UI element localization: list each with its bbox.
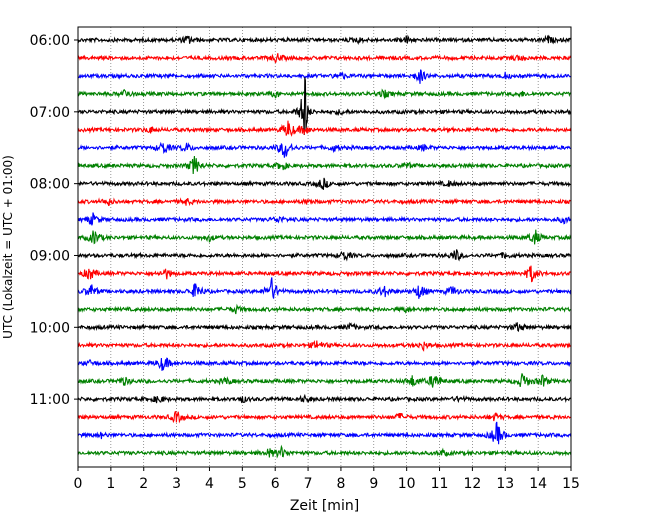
x-tick-label: 6	[271, 476, 280, 492]
x-tick-label: 8	[336, 476, 345, 492]
x-tick-label: 7	[304, 476, 313, 492]
trace-0630	[77, 69, 571, 84]
trace-1045	[77, 373, 572, 388]
trace-0615	[77, 53, 572, 64]
y-tick-label: 10:00	[30, 320, 70, 336]
trace-1030	[77, 357, 571, 371]
x-tick-label: 2	[139, 476, 148, 492]
y-tick-label: 09:00	[30, 248, 70, 264]
trace-1145	[77, 444, 572, 459]
x-axis-label: Zeit [min]	[290, 498, 359, 514]
trace-0945	[77, 303, 571, 315]
trace-layer	[77, 34, 572, 459]
trace-0730	[77, 141, 571, 158]
trace-0745	[77, 155, 571, 175]
trace-0600	[77, 34, 572, 45]
y-axis-ticks: 06:00 07:00 08:00 09:00 10:00 11:00	[30, 33, 78, 408]
x-tick-label: 1	[106, 476, 115, 492]
x-tick-label: 4	[205, 476, 214, 492]
y-axis-label: UTC (Lokalzeit = UTC + 01:00)	[1, 155, 15, 339]
trace-0800	[77, 177, 571, 190]
trace-0645	[77, 88, 572, 100]
trace-1000	[77, 322, 572, 333]
x-tick-label: 10	[398, 476, 416, 492]
trace-0815	[77, 197, 571, 207]
trace-0700	[77, 77, 572, 136]
trace-0930	[77, 277, 572, 299]
trace-0845	[77, 229, 572, 245]
y-tick-label: 08:00	[30, 177, 70, 193]
trace-1100	[77, 393, 572, 404]
x-tick-label: 13	[496, 476, 514, 492]
trace-0715	[77, 120, 572, 137]
plot-frame	[77, 26, 572, 468]
trace-0900	[77, 249, 572, 262]
x-tick-label: 14	[529, 476, 547, 492]
trace-0915	[77, 265, 571, 283]
trace-1015	[77, 339, 571, 352]
x-tick-label: 5	[238, 476, 247, 492]
y-tick-label: 06:00	[30, 33, 70, 49]
x-tick-label: 11	[431, 476, 449, 492]
y-tick-label: 11:00	[30, 392, 70, 408]
x-tick-label: 15	[562, 476, 580, 492]
x-tick-label: 9	[369, 476, 378, 492]
x-tick-label: 0	[74, 476, 83, 492]
x-axis-ticks: 0 1 2 3 4 5 6 7 8 9 10 11 12 13 14 15	[74, 467, 580, 492]
trace-1130	[77, 421, 572, 445]
y-tick-label: 07:00	[30, 105, 70, 121]
x-tick-label: 12	[463, 476, 481, 492]
trace-0830	[77, 212, 572, 226]
trace-1115	[77, 411, 571, 424]
x-tick-label: 3	[172, 476, 181, 492]
